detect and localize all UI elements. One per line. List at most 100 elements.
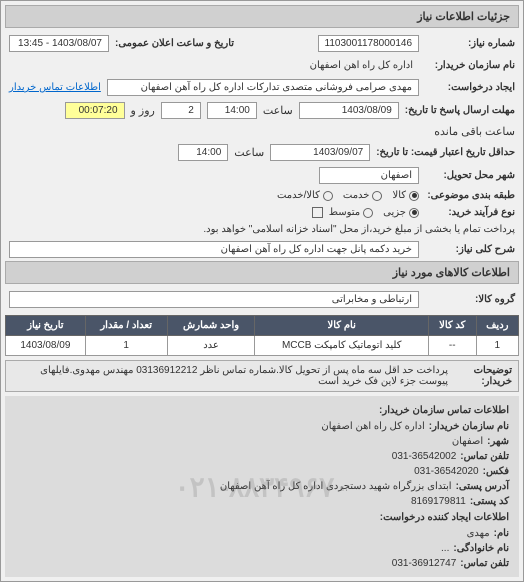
radio-goods-label: کالا <box>392 190 406 201</box>
row-process-type: نوع فرآیند خرید: جزیی متوسط پرداخت تمام … <box>5 204 519 238</box>
radio-both[interactable]: کالا/خدمت <box>277 190 333 201</box>
creator-phone-value: 031-36912747 <box>392 558 457 569</box>
buyer-desc-text: پرداخت حد اقل سه ماه پس از تحویل کالا.شم… <box>12 365 448 387</box>
time-remaining: 00:07:20 <box>65 102 125 119</box>
contact-postal-row: کد پستی: 8169179811 <box>11 494 513 509</box>
row-credit-deadline: حداقل تاریخ اعتبار قیمت: تا تاریخ: 1403/… <box>5 141 519 164</box>
contact-phone-row: تلفن تماس: 031-36542002 <box>11 449 513 464</box>
contact-phone-value: 031-36542002 <box>392 451 457 462</box>
creator-lastname-label: نام خانوادگی: <box>453 543 509 554</box>
contact-org-label: نام سازمان خریدار: <box>429 421 509 432</box>
th-name: نام کالا <box>255 316 428 336</box>
row-commodity-class: طبقه بندی موضوعی: کالا خدمت کالا/خدمت <box>5 187 519 204</box>
page-header: جزئیات اطلاعات نیاز <box>5 5 519 28</box>
table-row: 1 -- کلید اتوماتیک کامپکت MCCB عدد 1 140… <box>6 336 519 356</box>
th-code: کد کالا <box>428 316 476 336</box>
creator-label: ایجاد درخواست: <box>425 82 515 93</box>
need-title-label: شرح کلی نیاز: <box>425 244 515 255</box>
credit-deadline-time: 14:00 <box>178 144 228 161</box>
creator-name-label: نام: <box>494 528 509 539</box>
buyer-org-value: اداره کل راه اهن اصفهان <box>304 58 419 73</box>
creator-name-value: مهدی <box>467 528 490 539</box>
creator-name-row: نام: مهدی <box>11 526 513 541</box>
contact-fax-label: فکس: <box>483 466 509 477</box>
items-table: ردیف کد کالا نام کالا واحد شمارش تعداد /… <box>5 315 519 356</box>
row-delivery-city: شهر محل تحویل: اصفهان <box>5 164 519 187</box>
contact-address-label: آدرس پستی: <box>456 481 509 492</box>
th-qty: تعداد / مقدار <box>85 316 167 336</box>
response-deadline-date: 1403/08/09 <box>299 102 399 119</box>
radio-small[interactable]: جزیی <box>383 207 419 218</box>
radio-goods-dot <box>409 191 419 201</box>
process-radio-group: جزیی متوسط <box>329 207 419 218</box>
contact-city-label: شهر: <box>487 436 509 447</box>
contact-section: ۰۲۱-۸۸۳۴۹۶۷۰ اطلاعات تماس سازمان خریدار:… <box>5 396 519 577</box>
radio-both-dot <box>323 191 333 201</box>
delivery-city-value: اصفهان <box>319 167 419 184</box>
creator-phone-row: تلفن تماس: 031-36912747 <box>11 556 513 571</box>
items-section-header: اطلاعات کالاهای مورد نیاز <box>5 261 519 284</box>
remaining-label: ساعت باقی مانده <box>434 125 515 138</box>
radio-service-label: خدمت <box>343 190 370 201</box>
time-label-2: ساعت <box>234 146 264 159</box>
creator-value: مهدی صرامی فروشانی متصدی تدارکات اداره ک… <box>107 79 419 96</box>
row-response-deadline: مهلت ارسال پاسخ تا تاریخ: 1403/08/09 ساع… <box>5 99 519 141</box>
contact-address-value: ابتدای بزرگراه شهید دستجردی اداره کل راه… <box>220 481 452 492</box>
days-label: روز و <box>131 104 155 117</box>
contact-fax-value: 031-36542020 <box>414 466 479 477</box>
radio-service-dot <box>372 191 382 201</box>
process-note: پرداخت تمام یا بخشی از مبلغ خرید،از محل … <box>203 224 515 235</box>
commodity-class-label: طبقه بندی موضوعی: <box>425 190 515 201</box>
row-buyer-org: نام سازمان خریدار: اداره کل راه اهن اصفه… <box>5 55 519 76</box>
contact-org-value: اداره کل راه اهن اصفهان <box>321 421 424 432</box>
creator-contact-header: اطلاعات ایجاد کننده درخواست: <box>11 509 513 526</box>
buyer-org-label: نام سازمان خریدار: <box>425 60 515 71</box>
radio-small-label: جزیی <box>383 207 406 218</box>
row-creator: ایجاد درخواست: مهدی صرامی فروشانی متصدی … <box>5 76 519 99</box>
contact-org-row: نام سازمان خریدار: اداره کل راه اهن اصفه… <box>11 419 513 434</box>
contact-link[interactable]: اطلاعات تماس خریدار <box>9 82 101 93</box>
main-container: جزئیات اطلاعات نیاز شماره نیاز: 11030011… <box>0 0 524 582</box>
table-header-row: ردیف کد کالا نام کالا واحد شمارش تعداد /… <box>6 316 519 336</box>
delivery-city-label: شهر محل تحویل: <box>425 170 515 181</box>
announce-date-value: 1403/08/07 - 13:45 <box>9 35 109 52</box>
creator-phone-label: تلفن تماس: <box>460 558 509 569</box>
td-unit: عدد <box>167 336 255 356</box>
need-number-label: شماره نیاز: <box>425 38 515 49</box>
row-group: گروه کالا: ارتباطی و مخابراتی <box>5 288 519 311</box>
announce-date-label: تاریخ و ساعت اعلان عمومی: <box>115 38 234 49</box>
credit-deadline-date: 1403/09/07 <box>270 144 370 161</box>
td-qty: 1 <box>85 336 167 356</box>
radio-service[interactable]: خدمت <box>343 190 383 201</box>
th-date: تاریخ نیاز <box>6 316 86 336</box>
creator-lastname-row: نام خانوادگی: ... <box>11 541 513 556</box>
treasury-checkbox[interactable] <box>312 207 323 218</box>
contact-header: اطلاعات تماس سازمان خریدار: <box>11 402 513 419</box>
th-row: ردیف <box>476 316 518 336</box>
days-remaining: 2 <box>161 102 201 119</box>
contact-postal-value: 8169179811 <box>411 496 466 507</box>
need-number-value: 1103001178000146 <box>318 35 420 52</box>
td-row: 1 <box>476 336 518 356</box>
group-label: گروه کالا: <box>425 294 515 305</box>
buyer-desc-label: توضیحات خریدار: <box>454 365 512 387</box>
radio-medium[interactable]: متوسط <box>329 207 373 218</box>
contact-phone-label: تلفن تماس: <box>460 451 509 462</box>
radio-goods[interactable]: کالا <box>392 190 419 201</box>
creator-lastname-value: ... <box>441 543 449 554</box>
credit-deadline-label: حداقل تاریخ اعتبار قیمت: تا تاریخ: <box>376 147 515 158</box>
buyer-desc-box: توضیحات خریدار: پرداخت حد اقل سه ماه پس … <box>5 360 519 392</box>
radio-small-dot <box>409 208 419 218</box>
need-title-value: خرید دکمه پانل جهت اداره کل راه آهن اصفه… <box>9 241 419 258</box>
contact-postal-label: کد پستی: <box>470 496 509 507</box>
td-name: کلید اتوماتیک کامپکت MCCB <box>255 336 428 356</box>
th-unit: واحد شمارش <box>167 316 255 336</box>
radio-medium-dot <box>363 208 373 218</box>
process-type-label: نوع فرآیند خرید: <box>425 207 515 218</box>
radio-both-label: کالا/خدمت <box>277 190 320 201</box>
contact-city-row: شهر: اصفهان <box>11 434 513 449</box>
response-deadline-time: 14:00 <box>207 102 257 119</box>
radio-medium-label: متوسط <box>329 207 360 218</box>
td-code: -- <box>428 336 476 356</box>
td-date: 1403/08/09 <box>6 336 86 356</box>
